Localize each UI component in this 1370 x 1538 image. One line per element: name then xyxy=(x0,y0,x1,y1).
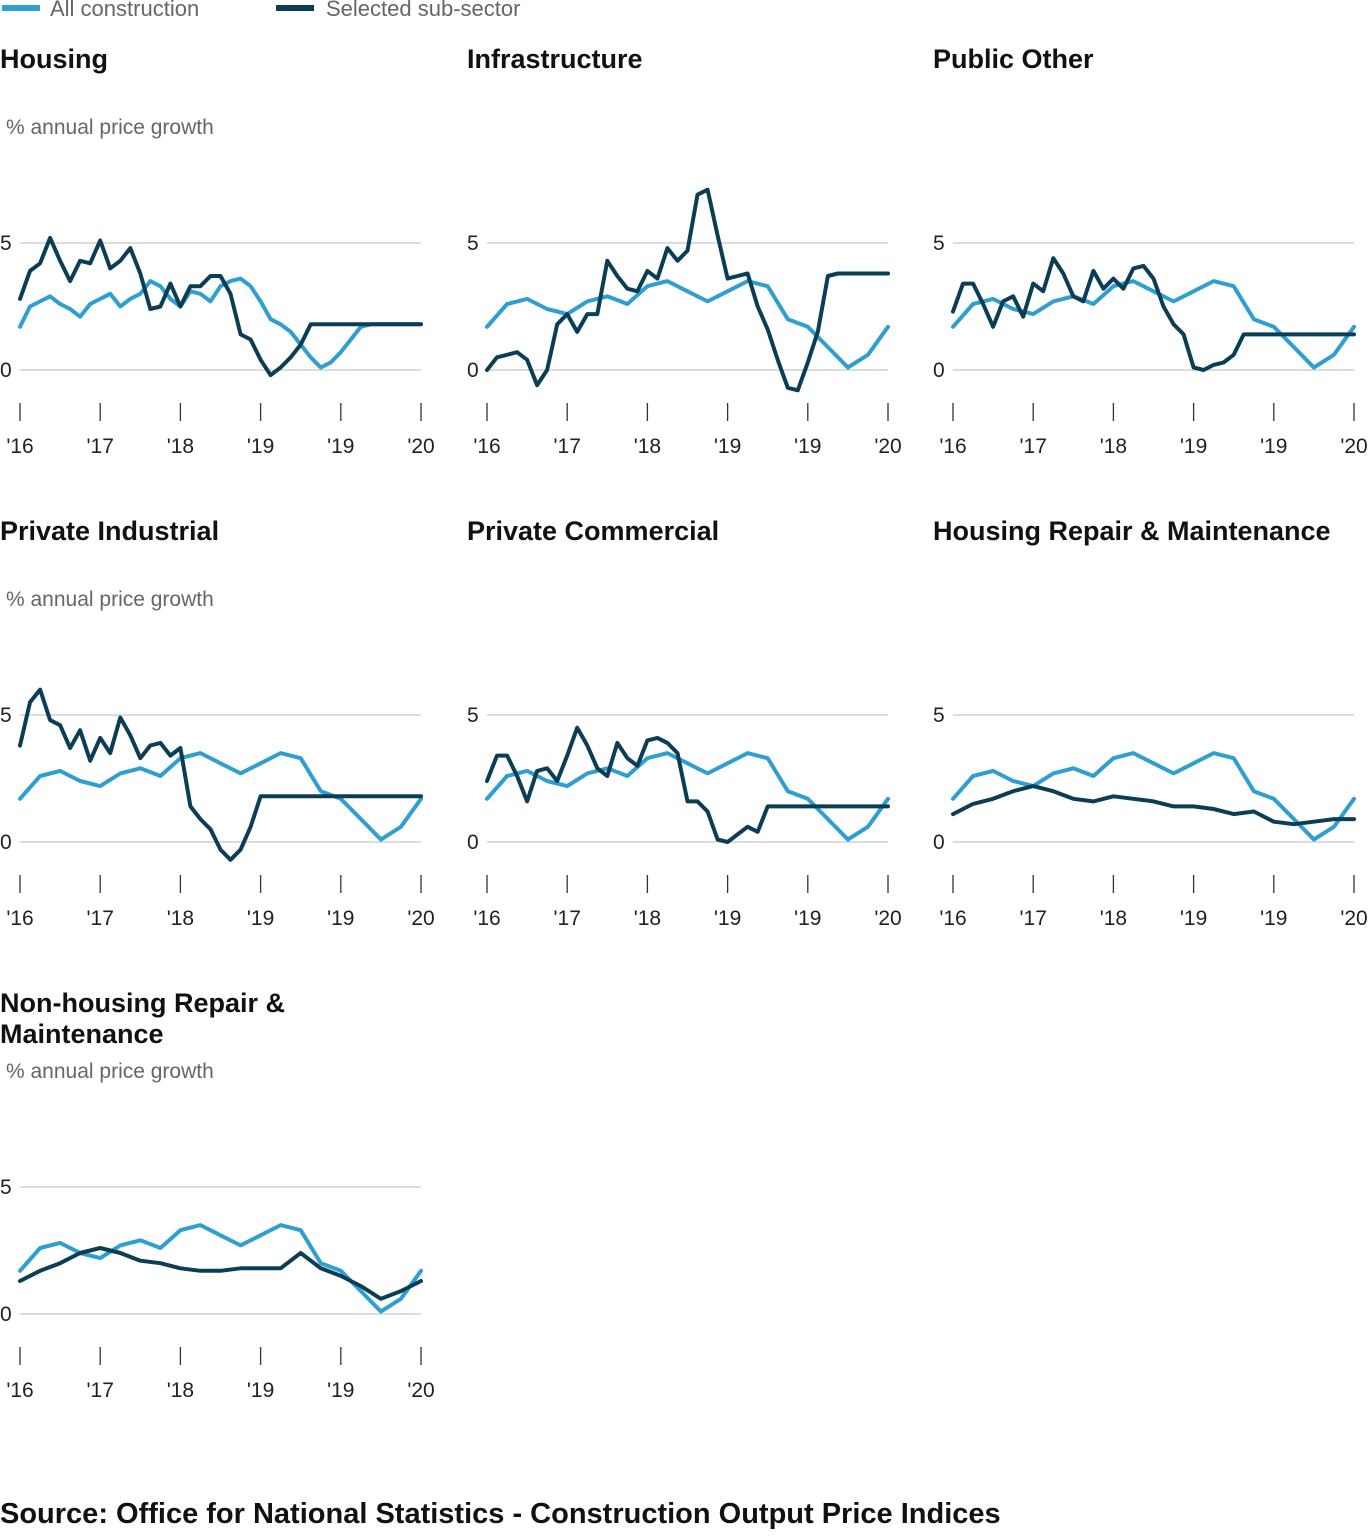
x-tick-label: '18 xyxy=(167,907,194,930)
panel-non-housing-repair: Non-housing Repair & Maintenance % annua… xyxy=(0,944,440,1404)
x-tick-label: '19 xyxy=(247,907,274,930)
chart-private-industrial: 0 5 '16 '17 '18 '19 '19 '20 xyxy=(0,687,435,930)
x-tick-label: '19 xyxy=(714,435,741,458)
panel-title: Infrastructure xyxy=(467,44,643,74)
x-tick-label: '19 xyxy=(247,435,274,458)
y-tick-label: 0 xyxy=(0,359,12,382)
panel-title: Public Other xyxy=(933,44,1094,74)
series-line-all-construction xyxy=(951,279,1356,370)
x-tick-label: '16 xyxy=(6,1379,33,1402)
x-tick-label: '16 xyxy=(6,435,33,458)
x-tick-label: '19 xyxy=(1260,907,1287,930)
series-line-selected-sub-sector xyxy=(951,784,1356,827)
series-line-all-construction xyxy=(18,276,423,370)
x-tick-label: '17 xyxy=(87,907,114,930)
legend-swatch-sub xyxy=(276,5,314,11)
x-tick-label: '19 xyxy=(794,907,821,930)
panel-housing-repair: Housing Repair & Maintenance 0 5 '16 '17 '18… xyxy=(933,472,1370,932)
series-line-selected-sub-sector xyxy=(485,725,890,844)
panel-title: Private Commercial xyxy=(467,516,720,546)
series-line-all-construction xyxy=(485,751,890,842)
x-tick-label: '18 xyxy=(167,1379,194,1402)
chart-infrastructure: 0 5 '16 '17 '18 '19 '19 '20 xyxy=(467,187,902,458)
x-tick-label: '20 xyxy=(407,907,434,930)
series-line-all-construction xyxy=(18,751,423,842)
series-line-all-construction xyxy=(18,1223,423,1314)
x-tick-label: '16 xyxy=(473,435,500,458)
panel-private-industrial: Private Industrial % annual price growth… xyxy=(0,472,440,932)
x-tick-label: '17 xyxy=(87,1379,114,1402)
y-tick-label: 5 xyxy=(933,232,945,255)
x-tick-label: '18 xyxy=(1100,435,1127,458)
x-tick-label: '19 xyxy=(794,435,821,458)
x-tick-label: '18 xyxy=(167,435,194,458)
panel-public-other: Public Other 0 5 '16 '17 '18 '19 '19 '20 xyxy=(933,0,1370,460)
panel-title: Private Industrial xyxy=(0,516,220,546)
x-tick-label: '19 xyxy=(1180,907,1207,930)
y-tick-label: 0 xyxy=(0,1303,12,1326)
x-tick-label: '20 xyxy=(874,435,901,458)
x-tick-label: '19 xyxy=(327,435,354,458)
x-tick-label: '19 xyxy=(1260,435,1287,458)
y-tick-label: 5 xyxy=(467,704,479,727)
y-tick-label: 5 xyxy=(467,232,479,255)
x-tick-label: '19 xyxy=(714,907,741,930)
panel-ylabel: % annual price growth xyxy=(6,116,214,139)
x-tick-label: '20 xyxy=(1340,907,1367,930)
series-line-selected-sub-sector xyxy=(485,187,890,393)
y-tick-label: 0 xyxy=(0,831,12,854)
chart-private-commercial: 0 5 '16 '17 '18 '19 '19 '20 xyxy=(467,704,902,930)
series-line-all-construction xyxy=(951,751,1356,842)
chart-housing-repair: 0 5 '16 '17 '18 '19 '19 '20 xyxy=(933,704,1368,930)
y-tick-label: 5 xyxy=(0,1176,12,1199)
series-line-selected-sub-sector xyxy=(951,256,1356,372)
x-tick-label: '17 xyxy=(1020,907,1047,930)
y-tick-label: 0 xyxy=(933,831,945,854)
y-tick-label: 5 xyxy=(933,704,945,727)
x-tick-label: '20 xyxy=(407,435,434,458)
y-tick-label: 0 xyxy=(467,359,479,382)
x-tick-label: '17 xyxy=(87,435,114,458)
x-tick-label: '16 xyxy=(939,907,966,930)
x-tick-label: '17 xyxy=(554,435,581,458)
x-tick-label: '18 xyxy=(634,435,661,458)
panel-housing: Housing % annual price growth 0 5 '16 '17 '1… xyxy=(0,0,440,460)
y-tick-label: 5 xyxy=(0,704,12,727)
legend-label-sub: Selected sub-sector xyxy=(326,0,521,21)
x-tick-label: '17 xyxy=(554,907,581,930)
x-tick-label: '16 xyxy=(939,435,966,458)
legend-label-all: All construction xyxy=(50,0,200,21)
legend-swatch-all xyxy=(2,5,40,11)
series-line-all-construction xyxy=(485,279,890,370)
source-note: Source: Office for National Statistics -… xyxy=(0,1498,1001,1530)
x-tick-label: '19 xyxy=(247,1379,274,1402)
panel-title: Housing xyxy=(0,44,108,74)
x-tick-label: '19 xyxy=(1180,435,1207,458)
series-line-selected-sub-sector xyxy=(18,687,423,862)
x-tick-label: '20 xyxy=(874,907,901,930)
y-tick-label: 0 xyxy=(933,359,945,382)
x-tick-label: '20 xyxy=(407,1379,434,1402)
chart-non-housing-repair: 0 5 '16 '17 '18 '19 '19 '20 xyxy=(0,1176,435,1402)
panel-title: Housing Repair & Maintenance xyxy=(933,516,1331,546)
x-tick-label: '18 xyxy=(634,907,661,930)
panel-private-commercial: Private Commercial 0 5 '16 '17 '18 '19 '19 '20 xyxy=(467,472,907,932)
panel-title: Non-housing Repair & Maintenance xyxy=(0,988,285,1049)
y-tick-label: 0 xyxy=(467,831,479,854)
chart-public-other: 0 5 '16 '17 '18 '19 '19 '20 xyxy=(933,232,1368,458)
x-tick-label: '17 xyxy=(1020,435,1047,458)
y-tick-label: 5 xyxy=(0,232,12,255)
x-tick-label: '19 xyxy=(327,907,354,930)
x-tick-label: '18 xyxy=(1100,907,1127,930)
x-tick-label: '19 xyxy=(327,1379,354,1402)
x-tick-label: '16 xyxy=(6,907,33,930)
x-tick-label: '20 xyxy=(1340,435,1367,458)
panel-ylabel: % annual price growth xyxy=(6,588,214,611)
panel-ylabel: % annual price growth xyxy=(6,1060,214,1083)
panel-infrastructure: Infrastructure 0 5 '16 '17 '18 '19 '19 '20 xyxy=(467,0,907,460)
x-tick-label: '16 xyxy=(473,907,500,930)
series-line-selected-sub-sector xyxy=(18,235,423,378)
series-line-selected-sub-sector xyxy=(18,1246,423,1301)
chart-housing: 0 5 '16 '17 '18 '19 '19 '20 xyxy=(0,232,435,458)
